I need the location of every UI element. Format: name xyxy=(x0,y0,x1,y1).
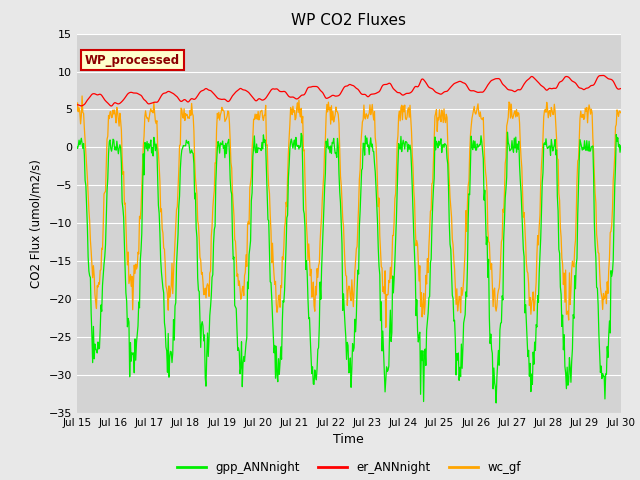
er_ANNnight xyxy=(108,103,115,109)
gpp_ANNnight xyxy=(73,144,81,150)
Text: WP_processed: WP_processed xyxy=(85,54,180,67)
er_ANNnight xyxy=(599,72,607,78)
er_ANNnight xyxy=(394,90,402,96)
Line: er_ANNnight: er_ANNnight xyxy=(77,75,621,106)
gpp_ANNnight xyxy=(617,143,625,148)
gpp_ANNnight xyxy=(394,188,401,194)
er_ANNnight xyxy=(216,96,224,102)
gpp_ANNnight xyxy=(447,247,454,252)
wc_gf xyxy=(193,191,201,197)
er_ANNnight xyxy=(568,78,575,84)
wc_gf xyxy=(341,262,349,268)
wc_gf xyxy=(382,324,390,330)
Title: WP CO2 Fluxes: WP CO2 Fluxes xyxy=(291,13,406,28)
wc_gf xyxy=(617,110,625,116)
gpp_ANNnight xyxy=(216,150,223,156)
X-axis label: Time: Time xyxy=(333,433,364,446)
wc_gf xyxy=(78,93,86,99)
gpp_ANNnight xyxy=(568,346,576,352)
er_ANNnight xyxy=(448,84,456,89)
Line: gpp_ANNnight: gpp_ANNnight xyxy=(77,132,621,403)
gpp_ANNnight xyxy=(193,226,200,231)
gpp_ANNnight xyxy=(340,308,348,313)
wc_gf xyxy=(73,108,81,114)
Line: wc_gf: wc_gf xyxy=(77,96,621,327)
Legend: gpp_ANNnight, er_ANNnight, wc_gf: gpp_ANNnight, er_ANNnight, wc_gf xyxy=(172,456,526,479)
gpp_ANNnight xyxy=(492,400,500,406)
er_ANNnight xyxy=(73,102,81,108)
wc_gf xyxy=(395,112,403,118)
gpp_ANNnight xyxy=(504,129,511,135)
Y-axis label: CO2 Flux (umol/m2/s): CO2 Flux (umol/m2/s) xyxy=(30,159,43,288)
er_ANNnight xyxy=(617,85,625,91)
wc_gf xyxy=(568,258,576,264)
wc_gf xyxy=(216,112,224,118)
wc_gf xyxy=(449,236,456,242)
er_ANNnight xyxy=(341,84,349,89)
er_ANNnight xyxy=(193,94,201,100)
